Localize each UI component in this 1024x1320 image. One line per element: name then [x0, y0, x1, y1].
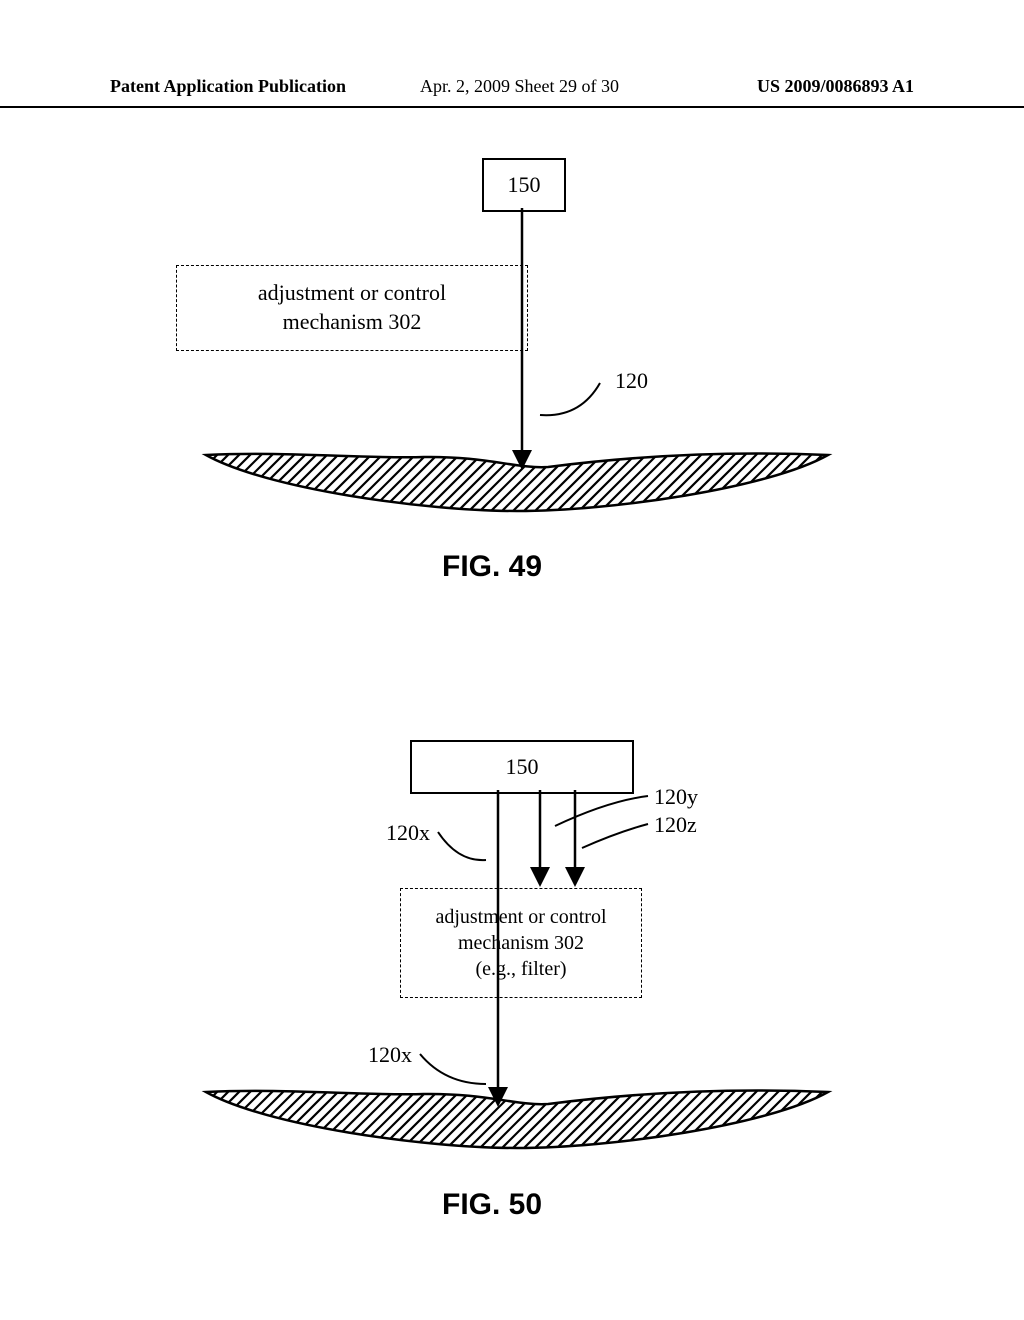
- fig50-120x-top-leader: [438, 832, 486, 860]
- fig50-120y-leader: [555, 796, 648, 826]
- fig50-mech-line3: (e.g., filter): [475, 956, 566, 982]
- fig50-mechanism-box: adjustment or control mechanism 302 (e.g…: [400, 888, 642, 998]
- fig50-mech-line2: mechanism 302: [458, 930, 584, 956]
- fig50-mech-line1: adjustment or control: [435, 904, 606, 930]
- fig50-ref-120x-top: 120x: [386, 820, 430, 846]
- fig49-caption: FIG. 49: [442, 550, 542, 584]
- fig50-ref-120z: 120z: [654, 812, 697, 838]
- fig49-source-label: 150: [508, 172, 541, 198]
- fig49-hatched-hatch: [64, 445, 876, 531]
- fig49-mechanism-box: adjustment or control mechanism 302: [176, 265, 528, 351]
- fig50-ref-120y: 120y: [654, 784, 698, 810]
- fig50-hatched-outline: [206, 1091, 828, 1149]
- fig49-hatched-outline: [206, 454, 828, 512]
- fig50-caption: FIG. 50: [442, 1188, 542, 1222]
- header-date-sheet: Apr. 2, 2009 Sheet 29 of 30: [420, 76, 619, 97]
- page-header: Patent Application Publication Apr. 2, 2…: [0, 76, 1024, 108]
- fig50-120x-bot-leader: [420, 1054, 486, 1084]
- fig50-source-box-150: 150: [410, 740, 634, 794]
- header-pub-number: US 2009/0086893 A1: [757, 76, 914, 97]
- fig50-120z-leader: [582, 824, 648, 848]
- fig49-source-box-150: 150: [482, 158, 566, 212]
- fig50-ref-120x-bot: 120x: [368, 1042, 412, 1068]
- fig50-source-label: 150: [506, 754, 539, 780]
- fig49-120-leader: [540, 383, 600, 415]
- fig49-mech-line1: adjustment or control: [258, 279, 446, 308]
- fig49-mech-line2: mechanism 302: [283, 308, 422, 337]
- header-publication: Patent Application Publication: [110, 76, 346, 97]
- fig49-ref-120: 120: [615, 368, 648, 394]
- fig50-hatched-hatch: [64, 1082, 876, 1168]
